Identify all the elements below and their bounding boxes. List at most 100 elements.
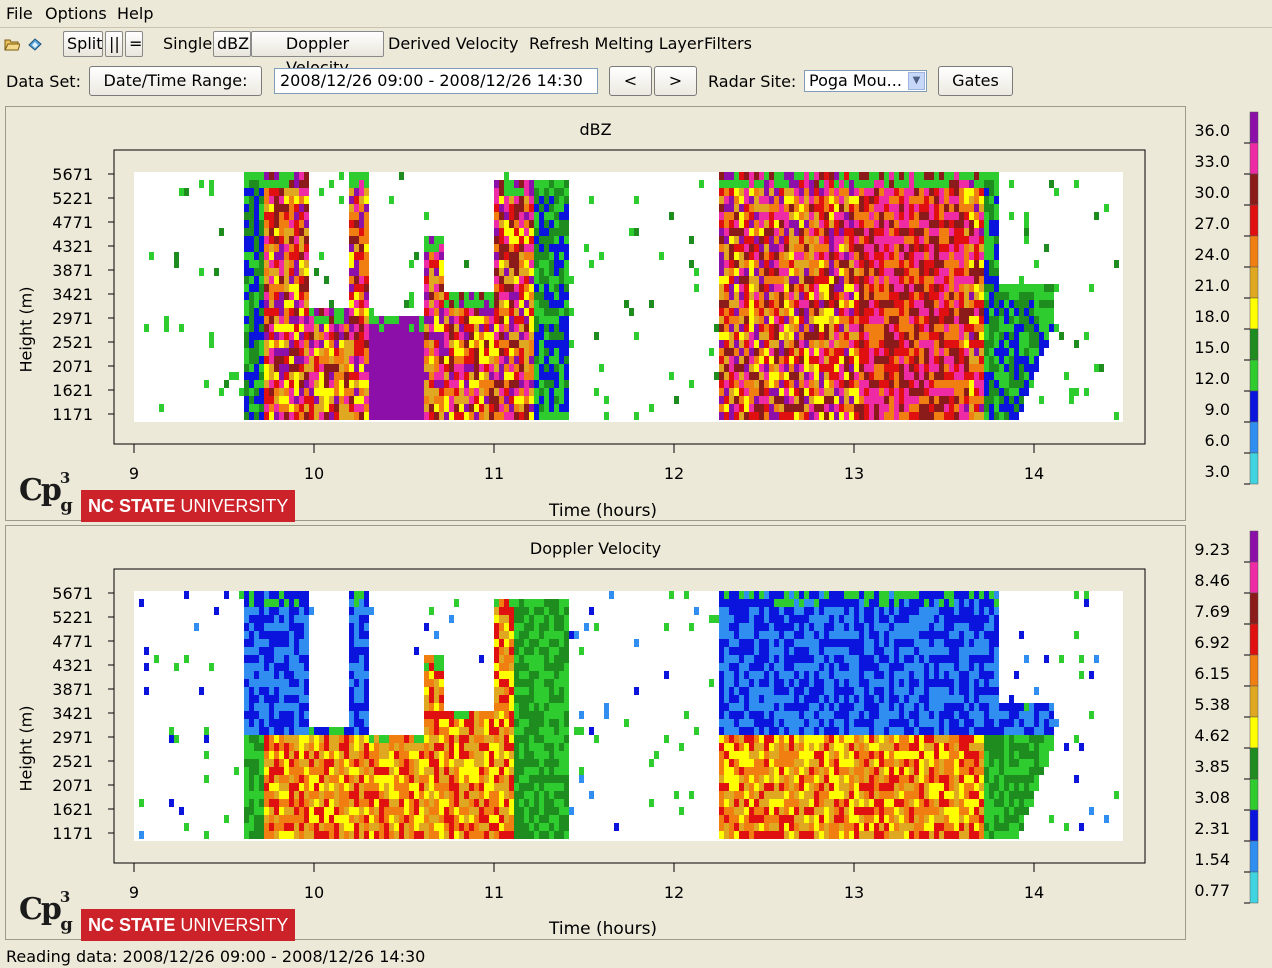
single-button[interactable]: Single [163,34,213,53]
data-cell [879,340,884,348]
data-cell [369,791,374,799]
data-cell [314,404,319,412]
date-time-range-field[interactable]: 2008/12/26 09:00 - 2008/12/26 14:30 [274,68,598,94]
menu-help[interactable]: Help [117,4,154,23]
data-cell [264,807,269,815]
data-cell [259,703,264,711]
data-cell [969,372,974,380]
refresh-melting-layer-button[interactable]: Refresh Melting Layer [529,34,704,53]
data-cell [269,340,274,348]
data-cell [304,284,309,292]
data-cell [839,356,844,364]
data-cell [779,404,784,412]
data-cell [494,663,499,671]
data-cell [369,316,374,324]
data-cell [424,775,429,783]
data-cell [264,639,269,647]
data-cell [379,388,384,396]
data-cell [824,300,829,308]
data-cell [254,687,259,695]
data-cell [924,268,929,276]
data-cell [749,244,754,252]
data-cell [519,679,524,687]
filters-button[interactable]: Filters [704,34,752,53]
data-cell [1014,356,1019,364]
data-cell [499,308,504,316]
data-cell [384,775,389,783]
data-cell [374,815,379,823]
data-cell [499,220,504,228]
data-cell [289,188,294,196]
data-cell [434,372,439,380]
doppler-velocity-toggle-button[interactable]: Doppler Velocity [251,31,384,77]
data-cell [914,188,919,196]
data-cell [634,332,639,340]
menu-options[interactable]: Options [45,4,107,23]
data-cell [799,284,804,292]
data-cell [424,791,429,799]
data-cell [339,332,344,340]
data-cell [774,372,779,380]
derived-velocity-button[interactable]: Derived Velocity [388,34,519,53]
data-cell [819,220,824,228]
data-cell [484,727,489,735]
data-cell [529,356,534,364]
data-cell [534,775,539,783]
data-cell [984,332,989,340]
data-cell [319,807,324,815]
data-cell [479,807,484,815]
dbz-toggle-button[interactable]: dBZ [213,31,251,57]
data-cell [539,324,544,332]
next-button[interactable]: > [654,66,697,96]
data-cell [959,228,964,236]
data-cell [979,388,984,396]
data-cell [244,180,249,188]
data-cell [759,316,764,324]
vertical-split-button[interactable]: || [105,31,123,57]
data-cell [949,404,954,412]
open-folder-icon[interactable] [4,36,20,52]
chevron-down-icon[interactable]: ▼ [908,72,925,90]
previous-button[interactable]: < [609,66,652,96]
data-cell [244,679,249,687]
data-cell [244,647,249,655]
data-cell [869,188,874,196]
data-cell [1049,284,1054,292]
data-cell [509,719,514,727]
data-cell [349,727,354,735]
data-cell [1089,284,1094,292]
data-cell [829,348,834,356]
data-cell [319,364,324,372]
save-icon[interactable] [27,36,43,52]
data-cell [979,196,984,204]
data-cell [369,396,374,404]
data-cell [904,252,909,260]
data-cell [994,364,999,372]
data-cell [814,212,819,220]
split-button[interactable]: Split [63,31,103,57]
data-cell [364,364,369,372]
data-cell [349,783,354,791]
data-cell [304,260,309,268]
data-cell [979,276,984,284]
data-cell [529,348,534,356]
data-cell [719,172,724,180]
data-cell [764,348,769,356]
data-cell [534,356,539,364]
data-cell [874,324,879,332]
data-cell [259,276,264,284]
horizontal-split-button[interactable]: = [125,31,143,57]
radar-site-select[interactable]: Poga Mou... ▼ [804,70,927,92]
data-cell [369,372,374,380]
data-cell [364,180,369,188]
data-cell [269,196,274,204]
data-cell [669,212,674,220]
menu-file[interactable]: File [6,4,33,23]
data-cell [959,412,964,420]
date-time-range-button[interactable]: Date/Time Range: [89,66,262,96]
data-cell [824,204,829,212]
gates-button[interactable]: Gates [938,66,1013,96]
data-cell [279,196,284,204]
data-cell [474,308,479,316]
data-cell [249,300,254,308]
